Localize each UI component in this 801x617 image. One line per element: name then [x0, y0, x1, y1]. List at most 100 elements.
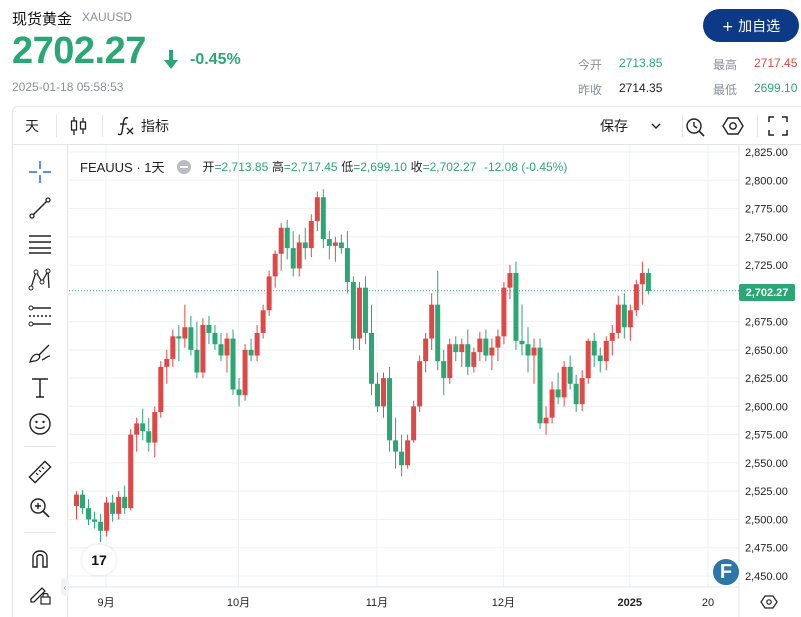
legend-close-label: 收	[410, 160, 423, 174]
settings-button[interactable]	[722, 107, 744, 145]
candle-body	[278, 227, 284, 254]
candle-body	[86, 508, 92, 520]
y-tick-label: 2,550.00	[745, 458, 788, 470]
pattern-icon	[28, 268, 51, 291]
brush-tool[interactable]	[27, 340, 53, 366]
candle-body	[621, 304, 627, 328]
candle-body	[350, 282, 356, 339]
add-to-watchlist-button[interactable]: + 加自选	[703, 9, 799, 42]
candle-body	[254, 332, 260, 356]
candle-body	[266, 276, 272, 311]
candle-body	[609, 332, 615, 341]
candle-body	[555, 389, 561, 398]
candle-body	[375, 383, 380, 407]
brush-icon	[29, 344, 51, 363]
legend-low-label: 低	[341, 160, 354, 174]
interval-selector[interactable]: 天	[25, 119, 39, 135]
text-tool[interactable]	[27, 375, 53, 401]
fib-tool[interactable]	[27, 231, 53, 257]
candle-body	[290, 248, 296, 269]
candle-body	[92, 519, 98, 522]
y-tick-label: 2,600.00	[745, 401, 788, 413]
low-label: 最低	[713, 83, 738, 97]
legend-high-label: 高	[271, 160, 284, 174]
candle-body	[423, 338, 429, 362]
candles-icon	[70, 117, 87, 135]
candle-body	[152, 412, 158, 443]
candle-body	[158, 366, 164, 413]
open-value: 2713.85	[619, 56, 663, 70]
candle-body	[543, 417, 549, 424]
candle-body	[645, 272, 651, 292]
pattern-tool[interactable]	[27, 267, 53, 293]
price-change-percent: -0.45%	[190, 51, 241, 68]
ruler-icon	[28, 460, 52, 484]
candle-body	[314, 197, 320, 221]
quick-search-button[interactable]	[684, 107, 706, 145]
candlestick-chart[interactable]: 2,825.00 2,800.00 2,775.00 2,750.00 2,725.00…	[69, 145, 801, 617]
x-tick-label: 11月	[366, 597, 388, 609]
candle-body	[230, 338, 236, 390]
chart-toolbar: 天 指标 保存	[12, 107, 801, 145]
candle-body	[320, 197, 326, 240]
candle-body	[639, 272, 645, 285]
y-tick-label: 2,825.00	[745, 147, 788, 159]
y-tick-label: 2,575.00	[745, 430, 788, 442]
fullscreen-icon	[768, 116, 788, 136]
ruler-tool[interactable]	[27, 459, 53, 485]
zoom-icon	[30, 498, 50, 518]
x-tick-label: 2025	[618, 597, 642, 609]
crosshair-tool[interactable]	[27, 159, 53, 185]
candle-body	[128, 434, 134, 509]
trend-line-icon	[29, 197, 51, 219]
measure-lines-tool[interactable]	[27, 303, 53, 329]
candle-body	[200, 324, 206, 373]
y-tick-label: 2,800.00	[745, 175, 788, 187]
candle-body	[603, 340, 609, 362]
prev-close-value: 2714.35	[619, 81, 663, 95]
indicators-button[interactable]: 指标	[117, 107, 169, 145]
candle-body	[591, 340, 597, 356]
fullscreen-button[interactable]	[768, 107, 788, 145]
candle-body	[104, 502, 110, 531]
y-tick-label: 2,450.00	[745, 571, 788, 583]
emoji-tool[interactable]	[27, 411, 53, 437]
tradingview-logo[interactable]: 17	[82, 545, 116, 575]
candle-body	[381, 378, 387, 407]
candle-body	[567, 366, 573, 384]
candle-body	[627, 310, 633, 328]
candle-body	[435, 304, 441, 362]
emoji-icon	[29, 413, 51, 435]
low-value: 2699.10	[754, 81, 798, 95]
candle-body	[122, 496, 128, 509]
y-tick-label: 2,750.00	[745, 232, 788, 244]
axis-settings-icon[interactable]	[760, 595, 778, 609]
y-tick-label: 2,500.00	[745, 514, 788, 526]
candle-body	[501, 287, 507, 337]
collapse-toolbar-button[interactable]: ‹	[61, 578, 69, 596]
candle-body	[429, 304, 435, 339]
save-button[interactable]: 保存	[600, 107, 662, 145]
candle-body	[332, 242, 338, 246]
x-tick-label: 12月	[492, 597, 515, 609]
candle-body	[441, 361, 447, 379]
y-tick-label: 2,725.00	[745, 260, 788, 272]
lock-drawing-tool[interactable]	[27, 581, 53, 607]
candle-body	[393, 440, 399, 452]
candle-body	[296, 242, 302, 269]
trend-line-tool[interactable]	[27, 195, 53, 221]
candle-body	[471, 352, 477, 367]
candle-body	[272, 253, 278, 277]
f-badge-icon[interactable]: F	[711, 557, 741, 587]
chart-legend: FEAUUS · 1天 开 =2,713.85 高 =2,717.45 低 =2,69…	[80, 157, 567, 176]
y-tick-label: 2,775.00	[745, 204, 788, 216]
candle-body	[465, 344, 471, 367]
candle-type-button[interactable]	[70, 107, 88, 145]
candle-body	[74, 494, 79, 506]
candle-body	[338, 242, 344, 249]
zoom-tool[interactable]	[27, 495, 53, 521]
candle-body	[537, 347, 543, 424]
magnet-tool[interactable]	[27, 545, 53, 571]
hide-series-icon[interactable]	[176, 159, 191, 174]
y-tick-label: 2,675.00	[745, 317, 788, 329]
